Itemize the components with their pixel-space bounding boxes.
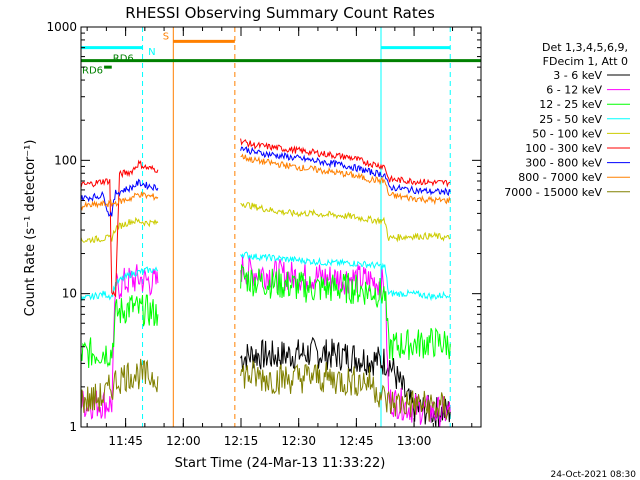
y-tick-label-0: 1	[69, 420, 77, 434]
legend: Det 1,3,4,5,6,9, FDecim 1, Att 0 3 - 6 k…	[504, 41, 630, 199]
y-tick-label-1: 10	[62, 287, 77, 301]
legend-label-6: 300 - 800 keV	[525, 157, 602, 170]
state-label-1: S	[163, 32, 169, 43]
y-tick-label-2: 100	[54, 153, 77, 167]
series-7-segment-0	[81, 191, 159, 212]
series-5-segment-0	[81, 159, 159, 298]
x-axis-label: Start Time (24-Mar-13 11:33:22)	[175, 456, 386, 471]
series-7-segment-1	[240, 153, 451, 206]
x-tick-label-5: 13:00	[397, 434, 432, 448]
state-label-2: RD6	[113, 54, 134, 65]
legend-label-4: 50 - 100 keV	[532, 127, 602, 140]
series-2-segment-1	[240, 263, 451, 361]
footer-date: 24-Oct-2021 08:30	[551, 470, 637, 480]
x-tick-label-0: 11:45	[108, 434, 143, 448]
legend-label-1: 6 - 12 keV	[546, 84, 602, 97]
chart-title: RHESSI Observing Summary Count Rates	[125, 4, 435, 22]
series-2-segment-0	[81, 294, 159, 369]
y-axis-label: Count Rate (s⁻¹ detector⁻¹)	[23, 140, 38, 317]
state-label-3: RD6	[82, 66, 103, 77]
plot-frame	[80, 26, 482, 428]
legend-label-3: 25 - 50 keV	[539, 113, 602, 126]
series-6-segment-1	[240, 146, 451, 197]
x-tick-label-4: 12:45	[339, 434, 374, 448]
state-label-0: N	[148, 47, 155, 58]
legend-label-8: 7000 - 15000 keV	[504, 186, 602, 199]
y-tick-label-3: 1000	[46, 20, 77, 34]
x-tick-label-3: 12:30	[281, 434, 316, 448]
traces: NS RD6 RD6	[81, 27, 481, 427]
legend-label-5: 100 - 300 keV	[525, 142, 602, 155]
plot-area: NS RD6 RD6 1 10 100 1000 11:45 12:00 12:15 12:30 12…	[46, 20, 482, 448]
x-tick-label-2: 12:15	[224, 434, 259, 448]
legend-label-2: 12 - 25 keV	[539, 98, 602, 111]
legend-label-7: 800 - 7000 keV	[518, 171, 602, 184]
legend-label-0: 3 - 6 keV	[553, 69, 602, 82]
series-5-segment-1	[240, 138, 451, 188]
series-3-segment-0	[81, 266, 159, 302]
series-6-segment-0	[81, 178, 159, 217]
series-4-segment-0	[81, 216, 159, 244]
legend-header-line-1: Det 1,3,4,5,6,9,	[542, 41, 628, 54]
legend-header-line-2: FDecim 1, Att 0	[543, 55, 628, 68]
series-3-segment-1	[240, 251, 451, 302]
series-8-segment-1	[240, 359, 451, 422]
series-4-segment-1	[240, 202, 451, 243]
series-8-segment-0	[81, 358, 159, 413]
x-tick-label-1: 12:00	[166, 434, 201, 448]
